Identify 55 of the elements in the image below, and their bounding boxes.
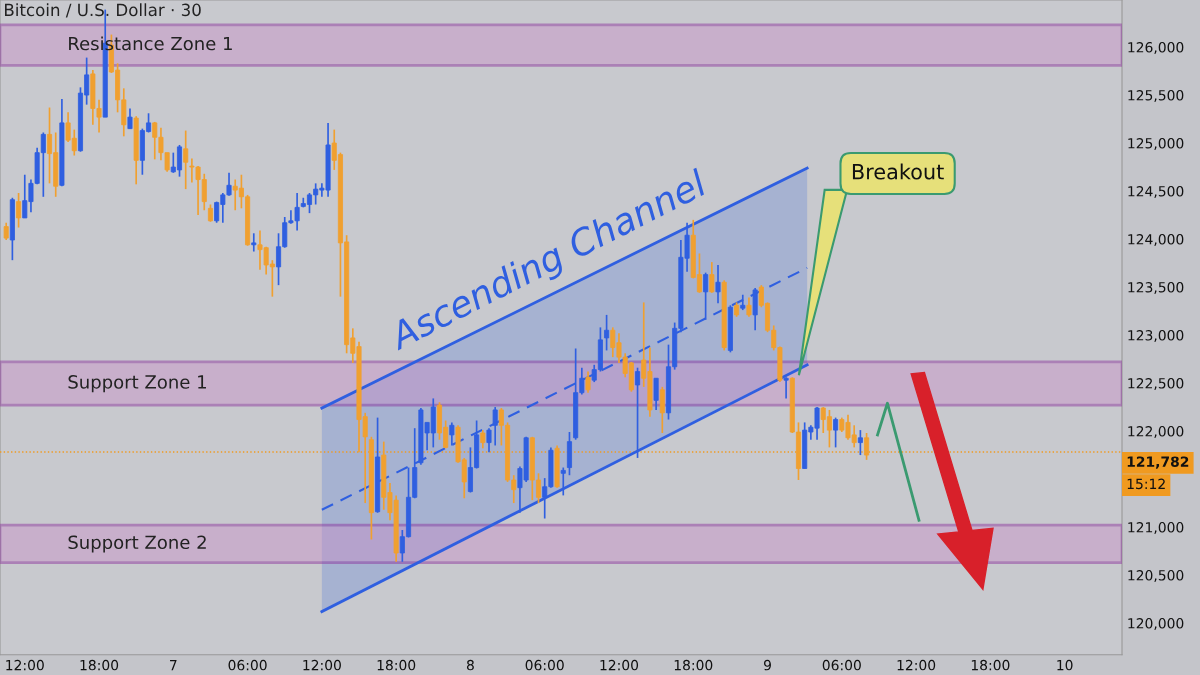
candlestick bbox=[857, 429, 863, 456]
candlestick bbox=[585, 370, 591, 394]
candlestick bbox=[449, 421, 455, 447]
y-tick-label: 125,000 bbox=[1128, 138, 1184, 150]
x-tick-label: 10 bbox=[1057, 659, 1073, 671]
y-tick-label: 120,500 bbox=[1128, 570, 1184, 582]
annotation: Breakout bbox=[852, 163, 944, 180]
x-tick-label: 12:00 bbox=[6, 659, 44, 671]
candlestick bbox=[604, 314, 610, 352]
candlestick bbox=[746, 296, 752, 318]
x-tick-label: 18:00 bbox=[80, 659, 119, 671]
chart-title: Bitcoin / U.S. Dollar · 30 bbox=[5, 3, 201, 18]
x-tick-label: 06:00 bbox=[525, 659, 564, 671]
y-tick-label: 123,000 bbox=[1128, 330, 1184, 342]
x-tick-label: 9 bbox=[763, 659, 771, 671]
candlestick bbox=[183, 129, 189, 190]
y-tick-label: 122,000 bbox=[1128, 426, 1184, 438]
x-tick-label: 8 bbox=[466, 659, 474, 671]
x-tick-label: 12:00 bbox=[897, 659, 936, 671]
candlestick bbox=[653, 377, 659, 411]
candlestick bbox=[127, 107, 133, 130]
x-tick-label: 06:00 bbox=[228, 659, 267, 671]
candlestick bbox=[635, 366, 641, 459]
y-tick-label: 123,500 bbox=[1128, 282, 1184, 294]
x-tick-label: 12:00 bbox=[600, 659, 639, 671]
candlestick bbox=[486, 427, 492, 454]
x-tick-label: 18:00 bbox=[377, 659, 416, 671]
x-tick-label: 7 bbox=[170, 660, 177, 671]
y-tick-label: 125,500 bbox=[1128, 90, 1184, 102]
band-label: Support Zone 1 bbox=[68, 375, 206, 393]
x-tick-label: 18:00 bbox=[674, 659, 713, 671]
candlestick bbox=[480, 429, 486, 450]
candlestick bbox=[864, 432, 870, 461]
candlestick bbox=[492, 406, 498, 447]
text: 15:12 bbox=[1127, 478, 1165, 490]
candlestick bbox=[560, 466, 566, 497]
candlestick bbox=[783, 376, 789, 400]
ref-line-label: 121,782 bbox=[1127, 456, 1189, 469]
y-tick-label: 120,000 bbox=[1128, 618, 1184, 630]
y-tick-label: 126,000 bbox=[1128, 42, 1184, 54]
candlestick bbox=[16, 192, 22, 229]
y-tick-label: 124,000 bbox=[1128, 234, 1184, 246]
candlestick bbox=[659, 386, 665, 434]
y-tick-label: 121,000 bbox=[1128, 522, 1184, 534]
candlestick bbox=[703, 271, 709, 321]
x-tick-label: 12:00 bbox=[303, 659, 341, 671]
candlestick bbox=[833, 416, 839, 449]
candlestick bbox=[715, 264, 721, 305]
candlestick bbox=[251, 232, 257, 253]
band-label: Support Zone 2 bbox=[68, 535, 206, 553]
y-tick-label: 124,500 bbox=[1128, 186, 1184, 198]
x-tick-label: 06:00 bbox=[822, 659, 861, 671]
y-tick-label: 122,500 bbox=[1128, 378, 1184, 390]
candlestick bbox=[709, 261, 715, 294]
x-tick-label: 18:00 bbox=[971, 659, 1010, 671]
